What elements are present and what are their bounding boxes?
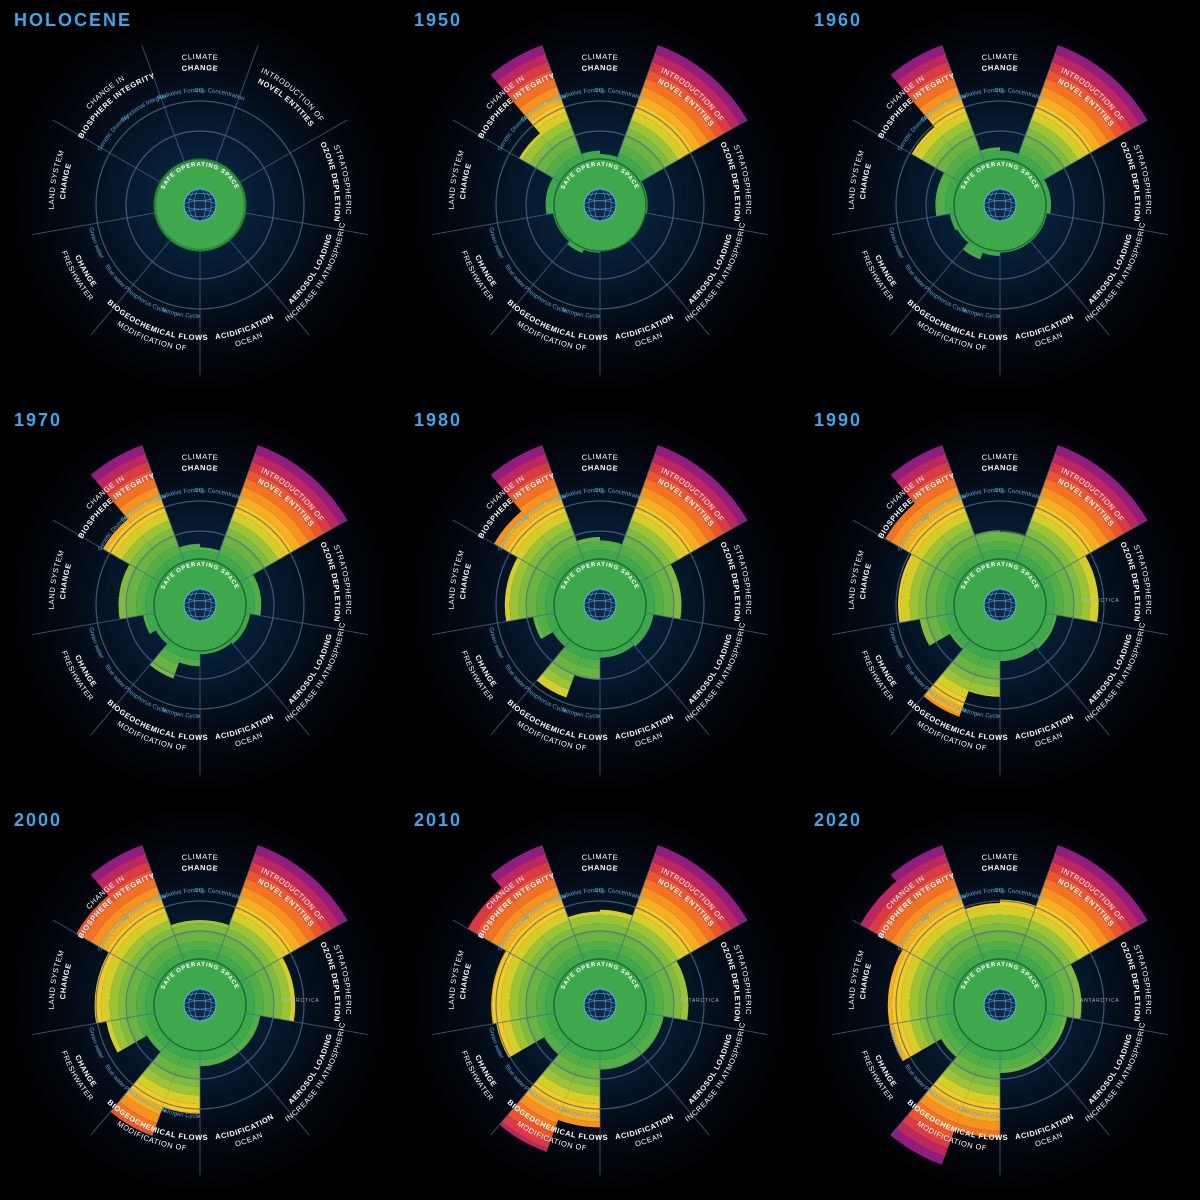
boundary-sublabel: Phosphorus Cycle [122,685,167,714]
boundary-label: CLIMATE [181,52,218,62]
boundary-label: CLIMATE [581,52,618,62]
boundary-sublabel: Blue water [103,1064,126,1089]
boundary-label: INTRODUCTION OF [260,66,326,124]
panel: 1960SAFE OPERATING SPACECLIMATECHANGERad… [800,0,1200,400]
antarctica-label: ANTARCTICA [1080,598,1120,604]
boundary-sublabel: Green water [887,227,904,260]
boundary-label: CLIMATE [981,52,1018,62]
panel: HOLOCENESAFE OPERATING SPACECLIMATECHANG… [0,0,400,400]
panel: 1990SAFE OPERATING SPACECLIMATECHANGERad… [800,400,1200,800]
boundary-label: CHANGE [181,63,219,73]
boundary-sublabel: Blue water [103,664,126,689]
boundary-label: CHANGE [981,63,1019,73]
boundary-sublabel: Green water [87,1027,104,1060]
boundary-sublabel: Blue water [903,1064,926,1089]
boundary-label: CLIMATE [181,852,218,862]
boundary-label: CLIMATE [981,852,1018,862]
boundary-sublabel: Blue water [903,264,926,289]
boundary-chart: SAFE OPERATING SPACECLIMATECHANGERadiati… [400,400,800,800]
boundary-sublabel: Phosphorus Cycle [522,285,567,314]
boundary-label: CHANGE [581,463,619,473]
boundary-label: CHANGE [981,863,1019,873]
boundary-chart: SAFE OPERATING SPACECLIMATECHANGERadiati… [400,800,800,1200]
boundary-sublabel: Green water [487,227,504,260]
boundary-sublabel: Green water [87,227,104,260]
small-multiples-grid: HOLOCENESAFE OPERATING SPACECLIMATECHANG… [0,0,1200,1200]
boundary-sublabel: Blue water [103,264,126,289]
panel: 2000SAFE OPERATING SPACECLIMATECHANGERad… [0,800,400,1200]
boundary-label: CHANGE [181,863,219,873]
boundary-label: CHANGE [581,63,619,73]
boundary-label: CLIMATE [181,452,218,462]
antarctica-label: ANTARCTICA [680,998,720,1004]
boundary-sublabel: Green water [87,627,104,660]
boundary-chart: SAFE OPERATING SPACECLIMATECHANGERadiati… [0,0,400,400]
boundary-sublabel: Blue water [503,1064,526,1089]
boundary-label: CHANGE [181,463,219,473]
boundary-label: CLIMATE [581,852,618,862]
boundary-label: CHANGE [581,863,619,873]
boundary-sublabel: Green water [487,627,504,660]
boundary-label: CLIMATE [981,452,1018,462]
panel: 2010SAFE OPERATING SPACECLIMATECHANGERad… [400,800,800,1200]
boundary-sublabel: Phosphorus Cycle [922,285,967,314]
boundary-label: CLIMATE [581,452,618,462]
boundary-chart: SAFE OPERATING SPACECLIMATECHANGERadiati… [0,800,400,1200]
boundary-chart: SAFE OPERATING SPACECLIMATECHANGERadiati… [0,400,400,800]
boundary-sublabel: Green water [887,627,904,660]
panel: 1980SAFE OPERATING SPACECLIMATECHANGERad… [400,400,800,800]
boundary-chart: SAFE OPERATING SPACECLIMATECHANGERadiati… [800,400,1200,800]
boundary-chart: SAFE OPERATING SPACECLIMATECHANGERadiati… [400,0,800,400]
panel: 1970SAFE OPERATING SPACECLIMATECHANGERad… [0,400,400,800]
boundary-sublabel: Blue water [903,664,926,689]
antarctica-label: ANTARCTICA [280,998,320,1004]
boundary-sublabel: Phosphorus Cycle [122,285,167,314]
boundary-chart: SAFE OPERATING SPACECLIMATECHANGERadiati… [800,800,1200,1200]
boundary-sublabel: Blue water [503,664,526,689]
panel: 1950SAFE OPERATING SPACECLIMATECHANGERad… [400,0,800,400]
panel: 2020SAFE OPERATING SPACECLIMATECHANGERad… [800,800,1200,1200]
boundary-chart: SAFE OPERATING SPACECLIMATECHANGERadiati… [800,0,1200,400]
boundary-sublabel: Blue water [503,264,526,289]
antarctica-label: ANTARCTICA [1080,998,1120,1004]
boundary-label: CHANGE [981,463,1019,473]
